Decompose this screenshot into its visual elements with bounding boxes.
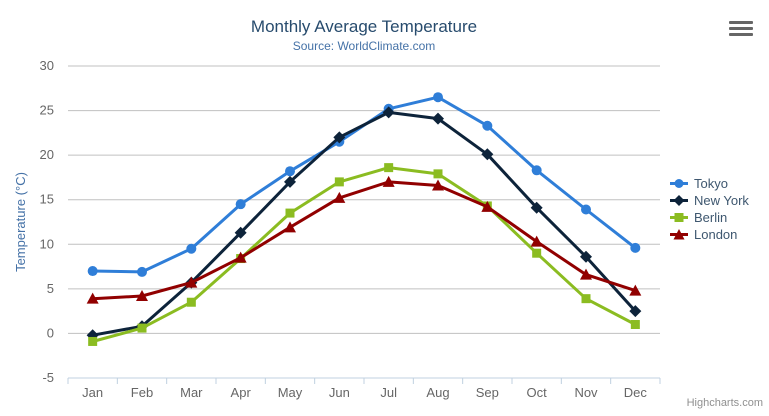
data-point-london[interactable] bbox=[185, 276, 198, 288]
x-axis-tick-label: Sep bbox=[476, 385, 499, 400]
x-axis-tick-label: Jan bbox=[82, 385, 103, 400]
data-point-tokyo[interactable] bbox=[531, 165, 542, 176]
legend-item-tokyo[interactable]: Tokyo bbox=[669, 175, 749, 192]
series-line-london[interactable] bbox=[91, 180, 637, 301]
legend-label: New York bbox=[694, 193, 749, 208]
data-point-london[interactable] bbox=[284, 221, 296, 233]
data-point-london[interactable] bbox=[530, 235, 543, 247]
credits-link[interactable]: Highcharts.com bbox=[686, 397, 763, 409]
data-point-tokyo[interactable] bbox=[482, 120, 493, 131]
x-axis-tick-label: Mar bbox=[180, 385, 203, 400]
data-point-tokyo[interactable] bbox=[433, 92, 443, 103]
y-axis-tick-label: 20 bbox=[40, 147, 54, 162]
y-axis-tick-label: 10 bbox=[40, 236, 54, 251]
hamburger-bar-icon bbox=[729, 20, 753, 24]
x-axis-tick-label: Aug bbox=[426, 385, 449, 400]
hamburger-bar-icon bbox=[729, 32, 753, 36]
series-line-berlin[interactable] bbox=[91, 166, 637, 343]
x-axis-tick-label: Jun bbox=[329, 385, 350, 400]
data-point-tokyo[interactable] bbox=[630, 242, 641, 253]
data-point-berlin[interactable] bbox=[433, 169, 443, 179]
data-point-berlin[interactable] bbox=[630, 320, 640, 330]
data-point-london[interactable] bbox=[629, 284, 642, 296]
x-axis-tick-label: Oct bbox=[527, 385, 548, 400]
data-point-new-york[interactable] bbox=[580, 250, 592, 263]
data-point-new-york[interactable] bbox=[284, 175, 296, 188]
data-point-london[interactable] bbox=[234, 251, 247, 263]
legend: Tokyo New York Berlin London bbox=[669, 175, 749, 243]
data-point-new-york[interactable] bbox=[432, 112, 444, 125]
y-axis-tick-label: 0 bbox=[47, 325, 54, 340]
legend-marker-circle-icon bbox=[670, 179, 688, 188]
x-axis-tick-label: Apr bbox=[231, 385, 252, 400]
series-line-new-york[interactable] bbox=[91, 110, 637, 337]
data-point-berlin[interactable] bbox=[581, 294, 591, 304]
data-point-tokyo[interactable] bbox=[235, 199, 246, 210]
data-point-tokyo[interactable] bbox=[137, 266, 147, 277]
data-point-new-york[interactable] bbox=[530, 201, 543, 214]
data-point-london[interactable] bbox=[86, 292, 99, 304]
data-point-berlin[interactable] bbox=[334, 177, 344, 187]
legend-marker-triangle-icon bbox=[670, 229, 688, 240]
data-point-berlin[interactable] bbox=[137, 323, 147, 333]
data-point-london[interactable] bbox=[333, 191, 346, 203]
y-axis-tick-label: 25 bbox=[40, 103, 54, 118]
chart-title: Monthly Average Temperature bbox=[250, 17, 478, 36]
data-point-london[interactable] bbox=[136, 289, 148, 301]
legend-label: Tokyo bbox=[694, 176, 728, 191]
data-point-london[interactable] bbox=[432, 179, 444, 191]
data-point-london[interactable] bbox=[481, 200, 494, 212]
data-point-new-york[interactable] bbox=[234, 226, 247, 239]
data-point-new-york[interactable] bbox=[629, 305, 642, 318]
y-axis-tick-label: 5 bbox=[47, 281, 54, 296]
data-point-tokyo[interactable] bbox=[87, 266, 98, 277]
data-point-new-york[interactable] bbox=[481, 148, 494, 161]
y-axis-title: Temperature (°C) bbox=[13, 172, 28, 272]
data-point-london[interactable] bbox=[580, 268, 592, 280]
y-axis-tick-label: 30 bbox=[40, 58, 54, 73]
data-point-berlin[interactable] bbox=[285, 208, 295, 218]
data-point-new-york[interactable] bbox=[382, 106, 395, 119]
legend-item-new-york[interactable]: New York bbox=[669, 192, 749, 209]
legend-label: Berlin bbox=[694, 210, 728, 225]
legend-marker-square-icon bbox=[670, 213, 688, 222]
legend-label: London bbox=[694, 227, 738, 242]
x-axis-tick-label: Feb bbox=[131, 385, 153, 400]
y-axis-tick-label: 15 bbox=[40, 192, 54, 207]
data-point-london[interactable] bbox=[382, 175, 395, 187]
data-point-berlin[interactable] bbox=[88, 336, 98, 346]
data-point-new-york[interactable] bbox=[333, 131, 346, 144]
x-axis-tick-label: Nov bbox=[574, 385, 598, 400]
legend-item-london[interactable]: London bbox=[669, 226, 749, 243]
export-menu-button[interactable] bbox=[728, 19, 754, 40]
x-axis-tick-label: Dec bbox=[624, 385, 648, 400]
data-point-tokyo[interactable] bbox=[186, 243, 197, 254]
legend-marker-diamond-icon bbox=[670, 195, 688, 206]
data-point-tokyo[interactable] bbox=[581, 204, 591, 215]
data-point-berlin[interactable] bbox=[186, 297, 196, 307]
data-point-berlin[interactable] bbox=[532, 248, 542, 258]
legend-item-berlin[interactable]: Berlin bbox=[669, 209, 749, 226]
x-axis-tick-label: Jul bbox=[380, 385, 397, 400]
y-axis-tick-label: -5 bbox=[42, 370, 54, 385]
hamburger-bar-icon bbox=[729, 26, 753, 30]
x-axis-tick-label: May bbox=[278, 385, 303, 400]
chart-subtitle: Source: WorldClimate.com bbox=[292, 39, 436, 53]
data-point-berlin[interactable] bbox=[384, 163, 394, 173]
data-point-tokyo[interactable] bbox=[285, 166, 295, 177]
